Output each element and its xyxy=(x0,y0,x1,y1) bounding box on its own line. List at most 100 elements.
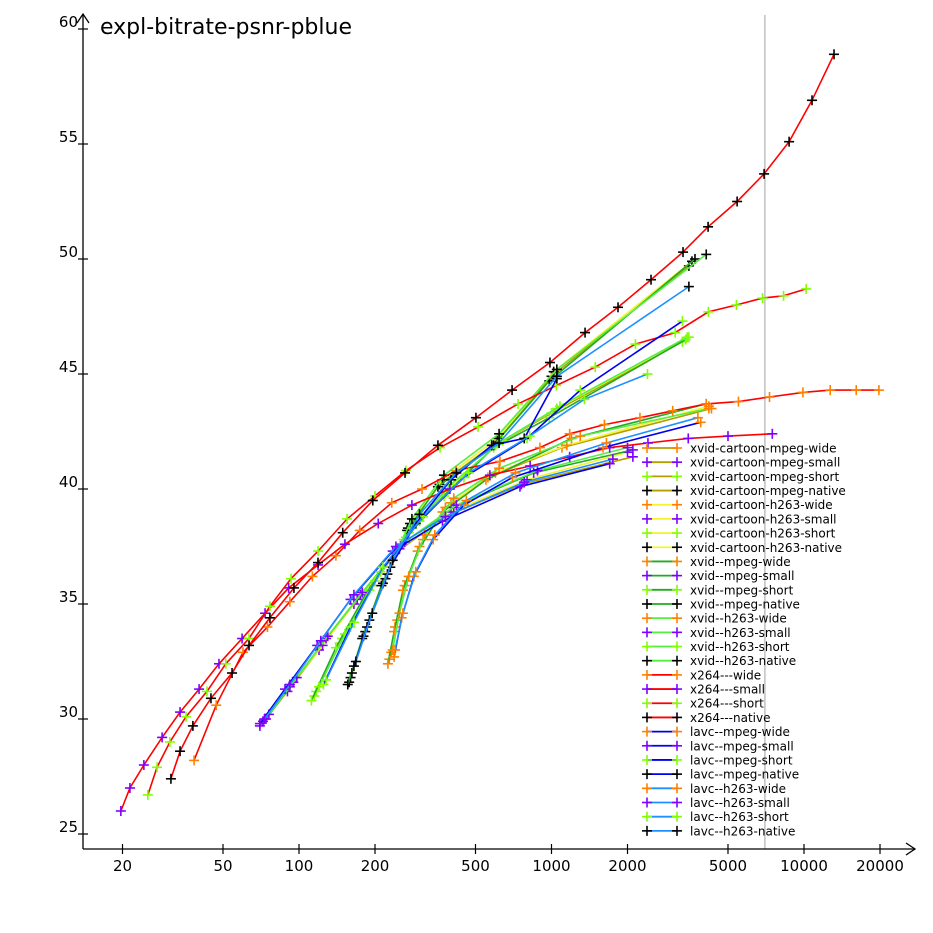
legend-marker xyxy=(672,698,682,709)
legend-marker xyxy=(642,698,652,709)
legend-marker xyxy=(642,471,652,482)
legend-marker xyxy=(642,584,652,595)
legend-item: lavc--h263-small xyxy=(642,796,790,810)
legend-marker xyxy=(642,754,652,765)
data-point xyxy=(524,431,535,442)
x-tick-label: 100 xyxy=(285,857,314,875)
data-point xyxy=(244,640,255,651)
data-point xyxy=(115,806,126,816)
legend-marker xyxy=(672,513,682,524)
legend-label: xvid-cartoon-h263-wide xyxy=(690,498,833,512)
data-point xyxy=(703,403,714,414)
data-point xyxy=(534,442,545,453)
data-point xyxy=(286,573,297,584)
data-point xyxy=(767,428,778,439)
legend-label: x264---short xyxy=(690,697,764,711)
legend-item: xvid--h263-small xyxy=(642,626,791,640)
data-point xyxy=(642,369,653,379)
legend-marker xyxy=(642,811,652,822)
legend-label: xvid--h263-small xyxy=(690,626,791,640)
legend-label: xvid-cartoon-mpeg-short xyxy=(690,470,839,484)
data-point xyxy=(682,332,693,343)
legend-label: xvid--h263-short xyxy=(690,640,790,654)
data-point xyxy=(367,495,378,506)
data-point xyxy=(312,557,323,568)
data-point xyxy=(630,339,641,350)
data-point xyxy=(397,585,408,596)
data-point xyxy=(410,566,421,577)
data-point xyxy=(181,711,192,722)
series-lavc--h263-short xyxy=(321,369,653,685)
data-point xyxy=(733,396,744,407)
legend-marker xyxy=(642,499,652,510)
series-line xyxy=(263,458,614,720)
data-point xyxy=(164,737,175,747)
legend-label: x264---wide xyxy=(690,668,761,682)
data-point xyxy=(440,511,451,522)
x-tick-label: 20000 xyxy=(856,857,904,875)
legend-label: xvid--h263-wide xyxy=(690,612,787,626)
legend-marker xyxy=(672,684,682,695)
legend-marker xyxy=(672,641,682,652)
data-point xyxy=(348,661,359,672)
data-point xyxy=(732,196,743,207)
data-point xyxy=(722,431,733,442)
data-point xyxy=(175,707,186,718)
legend-marker xyxy=(642,797,652,808)
series-line xyxy=(393,421,701,658)
data-point xyxy=(313,681,324,692)
data-point xyxy=(259,714,270,724)
series-line xyxy=(313,341,683,697)
legend-item: lavc--mpeg-small xyxy=(642,739,794,753)
legend-marker xyxy=(672,754,682,765)
legend-marker xyxy=(642,641,652,652)
data-point xyxy=(373,518,384,529)
x-tick-label: 500 xyxy=(461,857,490,875)
data-point xyxy=(575,431,586,442)
data-point xyxy=(306,695,317,706)
legend-label: lavc--h263-short xyxy=(690,810,789,824)
data-point xyxy=(175,746,186,757)
data-point xyxy=(165,773,176,784)
legend-label: lavc--mpeg-short xyxy=(690,753,793,767)
data-point xyxy=(152,762,163,773)
series-line xyxy=(193,389,879,761)
legend-marker xyxy=(672,598,682,609)
legend: xvid-cartoon-mpeg-widexvid-cartoon-mpeg-… xyxy=(642,442,846,838)
data-point xyxy=(124,783,135,793)
data-point xyxy=(389,651,400,662)
legend-label: lavc--mpeg-wide xyxy=(690,725,790,739)
y-tick-label: 35 xyxy=(59,588,78,606)
legend-item: xvid--mpeg-short xyxy=(642,583,794,597)
series-line xyxy=(351,253,707,674)
data-point xyxy=(397,608,408,619)
legend-label: lavc--h263-native xyxy=(690,824,795,838)
legend-label: lavc--h263-small xyxy=(690,796,790,810)
data-point xyxy=(590,362,601,373)
series-line xyxy=(353,378,558,667)
x-tick-label: 2000 xyxy=(608,857,646,875)
legend-label: xvid--mpeg-wide xyxy=(690,555,791,569)
legend-item: lavc--mpeg-native xyxy=(642,768,799,782)
y-tick-label: 45 xyxy=(59,358,78,376)
data-point xyxy=(201,686,212,697)
legend-label: x264---native xyxy=(690,711,770,725)
data-point xyxy=(346,668,357,678)
legend-label: xvid-cartoon-h263-short xyxy=(690,527,836,541)
data-point xyxy=(683,281,694,292)
data-point xyxy=(797,387,808,398)
y-tick-label: 50 xyxy=(59,243,78,261)
data-point xyxy=(157,732,168,743)
legend-marker xyxy=(672,627,682,638)
series-xvid-cartoon-mpeg-short xyxy=(309,336,688,701)
data-point xyxy=(330,550,341,561)
chart-title: expl-bitrate-psnr-pblue xyxy=(100,15,352,40)
data-point xyxy=(703,306,714,317)
data-point xyxy=(580,327,591,338)
data-point xyxy=(227,668,238,678)
data-point xyxy=(829,49,840,60)
data-point xyxy=(670,327,681,338)
legend-marker xyxy=(672,655,682,666)
data-point xyxy=(525,461,536,471)
data-point xyxy=(205,693,216,704)
